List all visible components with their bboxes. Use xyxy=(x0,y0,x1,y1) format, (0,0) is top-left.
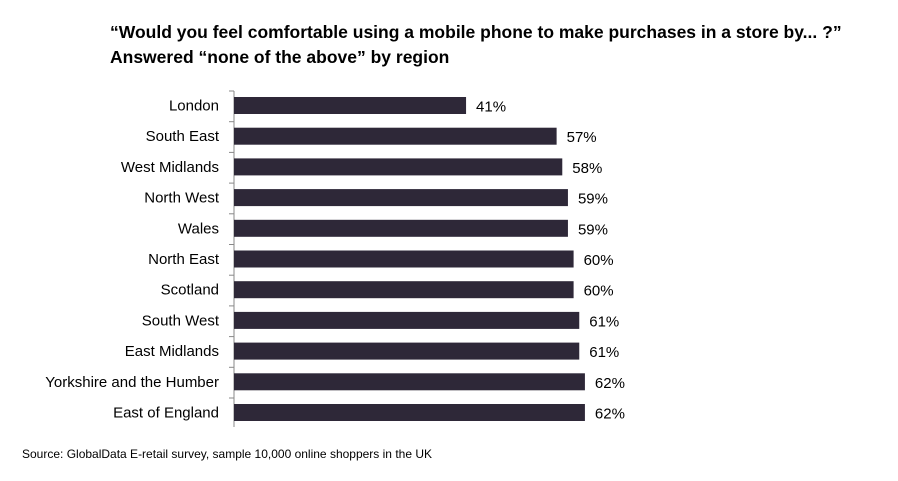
data-label: 60% xyxy=(584,283,614,300)
chart-title: “Would you feel comfortable using a mobi… xyxy=(110,20,842,70)
data-label: 62% xyxy=(595,375,625,392)
category-label: East Midlands xyxy=(125,343,219,360)
bar xyxy=(234,404,585,421)
data-label: 60% xyxy=(584,252,614,269)
data-label: 59% xyxy=(578,221,608,238)
bar xyxy=(234,342,580,360)
data-label: 59% xyxy=(578,191,608,208)
data-label: 57% xyxy=(567,129,597,146)
chart-title-line-1: “Would you feel comfortable using a mobi… xyxy=(110,22,842,42)
bar xyxy=(234,281,574,299)
data-label: 61% xyxy=(589,344,619,361)
bar xyxy=(234,158,563,176)
category-label: Yorkshire and the Humber xyxy=(45,374,219,391)
bar xyxy=(234,373,585,391)
data-label: 62% xyxy=(595,406,625,423)
source-note: Source: GlobalData E-retail survey, samp… xyxy=(22,447,432,461)
bar xyxy=(234,219,568,237)
bar xyxy=(234,250,574,268)
bar xyxy=(234,127,557,145)
bar xyxy=(234,311,580,329)
category-label: North East xyxy=(148,251,220,268)
category-label: East of England xyxy=(113,405,219,422)
bar xyxy=(234,189,568,207)
category-label: Wales xyxy=(178,220,219,237)
chart-title-line-2: Answered “none of the above” by region xyxy=(110,47,450,67)
bar xyxy=(234,97,467,114)
category-label: South East xyxy=(146,128,220,145)
category-label: North West xyxy=(144,190,220,207)
category-label: South West xyxy=(142,312,220,329)
data-label: 61% xyxy=(589,313,619,330)
category-label: West Midlands xyxy=(121,159,219,176)
data-label: 58% xyxy=(572,160,602,177)
data-label: 41% xyxy=(476,99,506,116)
category-label: London xyxy=(169,98,219,115)
category-label: Scotland xyxy=(161,282,219,299)
